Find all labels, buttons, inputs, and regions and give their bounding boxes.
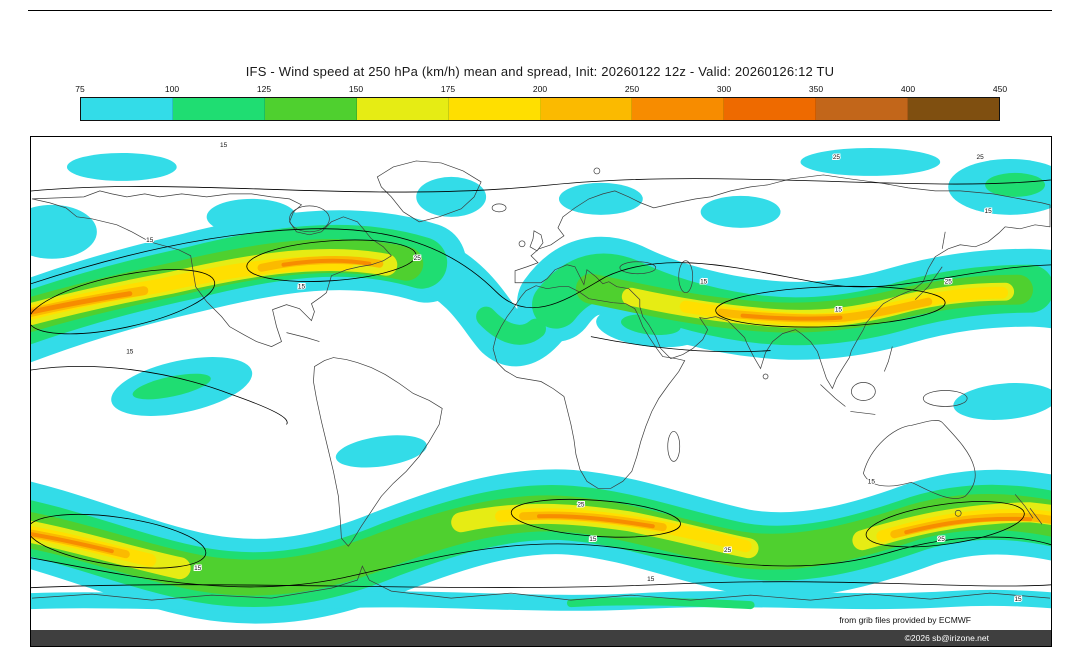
- contour-label: 15: [126, 349, 134, 356]
- colorbar-tick: 400: [900, 84, 916, 94]
- colorbar-tick: 350: [808, 84, 824, 94]
- contour-label: 15: [700, 279, 708, 286]
- wind-speed-colorbar: 75 100 125 150 175 200 250 300 350 400 450: [75, 84, 1007, 124]
- colorbar-tick-labels: 75 100 125 150 175 200 250 300 350 400 450: [75, 84, 1007, 96]
- colorbar-segment: [908, 98, 1000, 120]
- contour-lines: [31, 178, 1051, 589]
- chart-title: IFS - Wind speed at 250 hPa (km/h) mean …: [245, 64, 835, 79]
- colorbar-segment: [448, 98, 541, 120]
- contour-label: 15: [868, 478, 876, 485]
- world-map-frame: 15 25 25 15 15 25 15 15 25 15 15 15 25 15 25 15 25 15 15 f…: [30, 136, 1052, 647]
- contour-label: 15: [220, 142, 228, 149]
- colorbar-segment: [540, 98, 633, 120]
- contour-label: 15: [589, 536, 597, 543]
- world-map: 15 25 25 15 15 25 15 15 25 15 15 15 25 15 25 15 25 15 15: [31, 141, 1051, 624]
- coastlines: [31, 160, 1051, 601]
- colorbar-scale: [80, 97, 1000, 121]
- contour-label: 25: [945, 279, 953, 286]
- colorbar-segment: [264, 98, 357, 120]
- contour-label: 15: [194, 565, 202, 572]
- contour-label: 25: [724, 547, 732, 554]
- contour-label: 15: [1014, 596, 1022, 603]
- wind-band-250: [31, 258, 1033, 554]
- contour-label: 25: [938, 536, 946, 543]
- colorbar-segment: [632, 98, 725, 120]
- contour-label: 25: [833, 154, 841, 161]
- contour-label: 15: [298, 284, 306, 291]
- copyright-bar: ©2026 sb@irizone.net: [31, 630, 1051, 646]
- contour-label: 25: [414, 255, 422, 262]
- contour-label: 15: [985, 208, 993, 215]
- contour-label: 15: [647, 576, 655, 583]
- colorbar-tick: 75: [75, 84, 85, 94]
- colorbar-segment: [81, 98, 173, 120]
- colorbar-tick: 450: [992, 84, 1008, 94]
- colorbar-segment: [724, 98, 817, 120]
- top-border-line: [28, 10, 1052, 11]
- contour-label: 25: [977, 154, 985, 161]
- colorbar-tick: 100: [164, 84, 180, 94]
- contour-label: 15: [835, 307, 843, 314]
- colorbar-tick: 175: [440, 84, 456, 94]
- source-credit: from grib files provided by ECMWF: [839, 615, 971, 625]
- colorbar-tick: 125: [256, 84, 272, 94]
- contour-label: 25: [577, 501, 585, 508]
- colorbar-tick: 250: [624, 84, 640, 94]
- contour-labels: 15 25 25 15 15 25 15 15 25 15 15 15 25 15 25 15 25 15 15: [125, 141, 1023, 604]
- colorbar-segment: [356, 98, 449, 120]
- contour-label: 15: [146, 237, 154, 244]
- colorbar-tick: 300: [716, 84, 732, 94]
- colorbar-tick: 200: [532, 84, 548, 94]
- colorbar-tick: 150: [348, 84, 364, 94]
- colorbar-segment: [172, 98, 265, 120]
- colorbar-segment: [816, 98, 909, 120]
